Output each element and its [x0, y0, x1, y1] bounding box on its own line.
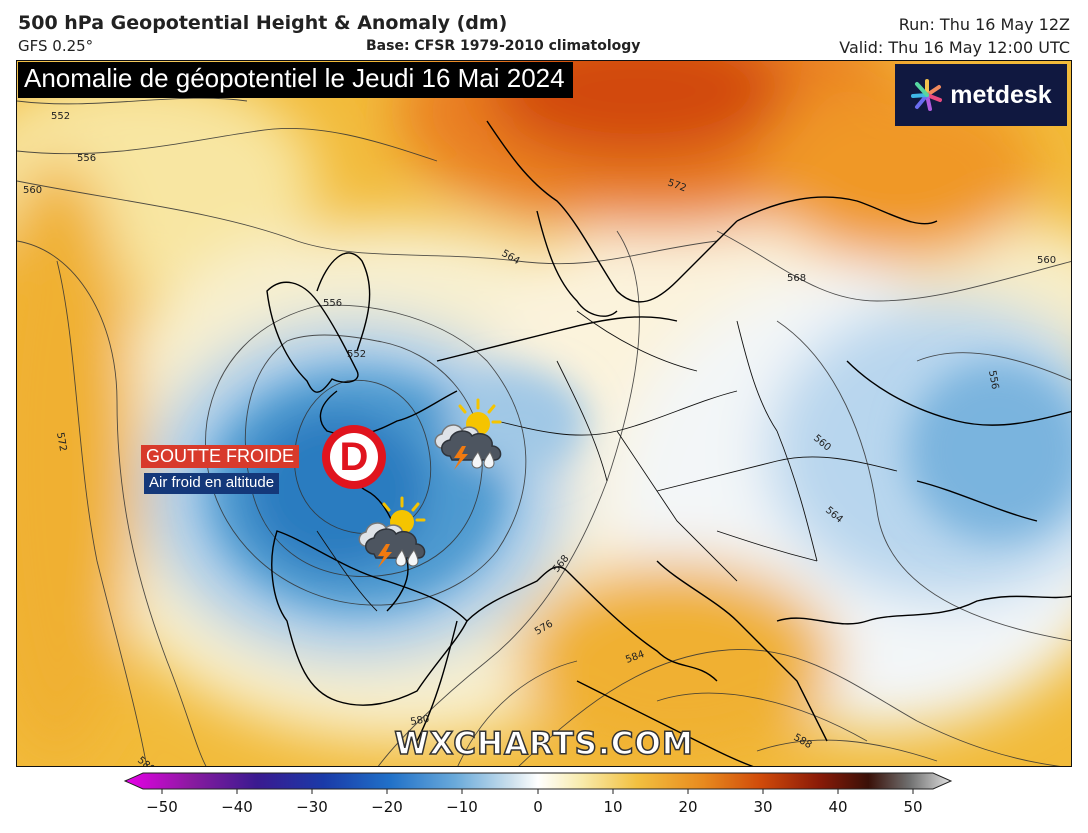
colorbar-tick-label: −40	[221, 798, 253, 816]
anomaly-map: 552 556 560 572 556 552 564 568 572 560 …	[16, 60, 1072, 767]
contour-label: 552	[51, 111, 70, 122]
map-canvas: 552 556 560 572 556 552 564 568 572 560 …	[17, 61, 1071, 767]
country-borders	[316, 310, 898, 612]
colorbar-tick-label: −30	[296, 798, 328, 816]
colorbar-tick-label: 50	[903, 798, 923, 816]
thunderstorm-rain-icon	[434, 398, 502, 470]
wxcharts-watermark: WXCHARTS.COM	[394, 725, 694, 763]
height-contours	[17, 97, 1071, 766]
chart-title: 500 hPa Geopotential Height & Anomaly (d…	[18, 12, 508, 34]
run-time: Run: Thu 16 May 12Z	[898, 15, 1070, 34]
metdesk-logo-text: metdesk	[950, 80, 1052, 109]
contour-label: 572	[54, 432, 68, 453]
map-banner-title: Anomalie de géopotentiel le Jeudi 16 Mai…	[18, 62, 573, 98]
metdesk-logo: metdesk	[895, 64, 1067, 126]
coastlines	[266, 120, 1071, 766]
valid-time: Valid: Thu 16 May 12:00 UTC	[839, 38, 1070, 57]
colorbar	[123, 772, 953, 794]
colorbar-tick-label: 0	[533, 798, 543, 816]
cold-low-label: GOUTTE FROIDE	[141, 445, 299, 468]
metdesk-star-icon	[911, 79, 943, 111]
contour-label: 580	[135, 755, 157, 767]
colorbar-tick-label: 10	[603, 798, 623, 816]
colorbar-tick-label: −20	[371, 798, 403, 816]
contour-label: 556	[77, 153, 96, 164]
contour-label: 552	[347, 349, 366, 360]
contour-label: 568	[787, 273, 806, 284]
contour-label: 556	[323, 298, 342, 309]
colorbar-tick-label: −50	[146, 798, 178, 816]
model-name: GFS 0.25°	[18, 37, 94, 55]
colorbar-tick-label: 40	[828, 798, 848, 816]
colorbar-tick-label: −10	[446, 798, 478, 816]
contour-label: 560	[23, 185, 42, 196]
low-pressure-marker: D	[322, 425, 386, 489]
low-pressure-letter: D	[330, 433, 378, 481]
colorbar-tick-label: 20	[678, 798, 698, 816]
contour-label: 580	[410, 714, 431, 728]
contour-label: 560	[1037, 255, 1056, 266]
colorbar-tick-label: 30	[753, 798, 773, 816]
climatology-base: Base: CFSR 1979-2010 climatology	[366, 38, 641, 54]
thunderstorm-rain-icon	[358, 496, 426, 568]
contour-label: 556	[986, 370, 1000, 391]
cold-low-sublabel: Air froid en altitude	[144, 473, 280, 494]
